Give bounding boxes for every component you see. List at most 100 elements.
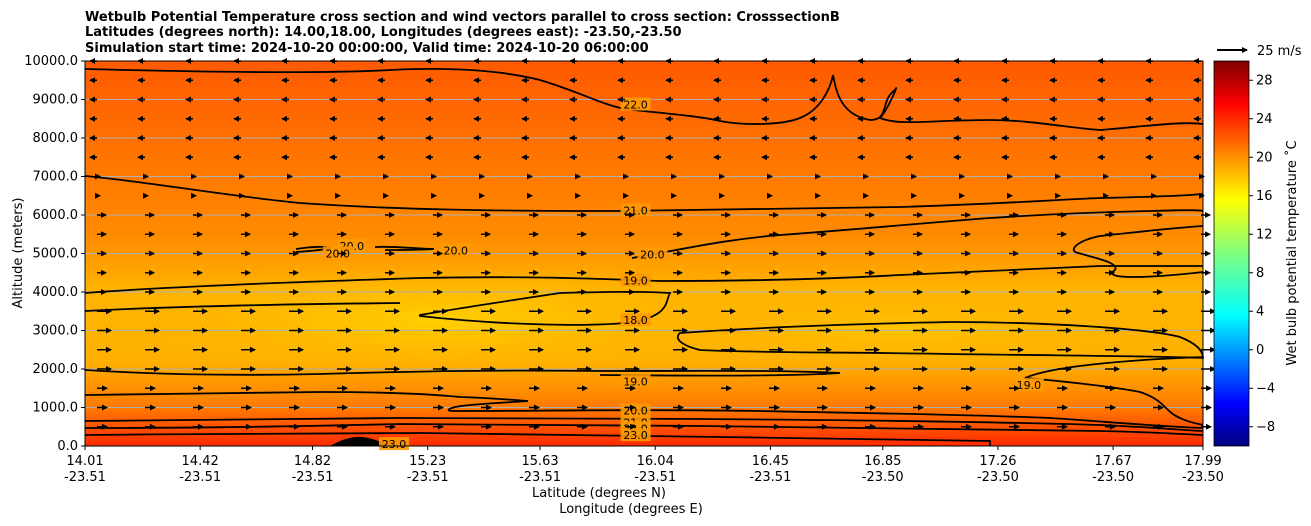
contour-line-20-small2: [374, 245, 435, 251]
contour-label-text-12: 20.0: [444, 244, 469, 257]
x-tick-label-lon-6: -23.51: [749, 470, 791, 485]
contour-label-bg-14: [378, 437, 409, 451]
contour-label-text-9: 23.0: [623, 429, 648, 442]
x-tick-label-lat-4: 15.63: [521, 454, 558, 469]
x-axis-label-latitude: Latitude (degrees N): [532, 486, 666, 501]
contour-label-text-13: 19.0: [1017, 379, 1042, 392]
contour-label-14: 23.0: [378, 437, 409, 451]
contour-line-19b: [84, 369, 841, 377]
contour-line-20c: [84, 391, 1204, 429]
contour-line-21: [84, 417, 1204, 432]
contour-line-19c: [1024, 356, 1204, 426]
y-tick-label-6: 6000.0: [33, 208, 79, 223]
contour-label-bg-1: [620, 203, 651, 217]
x-tick-label-lat-3: 15.23: [409, 454, 446, 469]
contour-label-layer: 22.021.020.019.018.019.020.021.022.023.0…: [322, 97, 1044, 451]
contour-label-bg-13: [1013, 378, 1044, 392]
x-tick-label-lat-10: 17.99: [1184, 454, 1221, 469]
filled-contour-core: [120, 260, 760, 380]
colorbar-gradient: [1213, 60, 1250, 447]
x-axis: 14.01-23.5114.42-23.5114.82-23.5115.23-2…: [64, 446, 1224, 485]
x-axis-label-longitude: Longitude (degrees E): [559, 502, 703, 517]
colorbar-tick-label-5: 8: [1256, 266, 1264, 281]
contour-line-18: [419, 290, 672, 326]
contour-label-6: 20.0: [620, 403, 651, 418]
quiver-key: 25 m/s: [1217, 44, 1302, 59]
contour-label-5: 19.0: [620, 374, 651, 388]
y-tick-label-0: 0.0: [57, 439, 78, 454]
contour-label-4: 18.0: [620, 313, 651, 327]
contour-label-9: 23.0: [620, 428, 651, 442]
y-tick-label-1: 1000.0: [33, 401, 79, 416]
title-line-2: Latitudes (degrees north): 14.00,18.00, …: [85, 25, 682, 40]
colorbar: 28 24 20 16 12 8 4 0 −4 −8 Wet bulb potential tem…: [1213, 60, 1300, 447]
colorbar-tick-label-4: 12: [1256, 227, 1273, 242]
contour-label-bg-4: [620, 313, 651, 327]
colorbar-tick-label-7: 0: [1256, 343, 1264, 358]
y-tick-label-3: 3000.0: [33, 324, 79, 339]
colorbar-ticks: 28 24 20 16 12 8 4 0 −4 −8: [1249, 73, 1275, 435]
x-tick-label-lon-7: -23.50: [862, 470, 904, 485]
contour-label-0: 22.0: [620, 97, 651, 112]
y-tick-label-4: 4000.0: [33, 285, 79, 300]
colorbar-tick-label-3: 16: [1256, 189, 1273, 204]
colorbar-tick-label-9: −8: [1256, 420, 1275, 435]
y-tick-label-8: 8000.0: [33, 131, 79, 146]
x-tick-label-lat-1: 14.42: [182, 454, 219, 469]
y-tick-label-10: 10000.0: [24, 54, 78, 69]
contour-line-20: [631, 209, 1204, 259]
contour-label-text-2: 20.0: [640, 248, 665, 261]
chart-title: Wetbulb Potential Temperature cross sect…: [85, 10, 840, 56]
colorbar-tick-label-1: 24: [1256, 112, 1273, 127]
contour-label-text-14: 23.0: [382, 438, 407, 451]
x-tick-label-lat-9: 17.67: [1095, 454, 1132, 469]
wind-vectors: [89, 58, 1216, 430]
contour-line-22: [84, 67, 1204, 131]
contour-label-12: 20.0: [440, 243, 471, 257]
contour-label-2: 20.0: [637, 247, 668, 261]
x-tick-label-lon-3: -23.51: [407, 470, 449, 485]
x-tick-label-lon-1: -23.51: [179, 470, 221, 485]
contour-label-text-0: 22.0: [623, 99, 648, 112]
contour-label-bg-2: [637, 247, 668, 261]
contour-line-18b: [84, 302, 401, 312]
y-tick-label-5: 5000.0: [33, 247, 79, 262]
x-tick-label-lon-8: -23.50: [977, 470, 1019, 485]
y-tick-label-9: 9000.0: [33, 93, 79, 108]
y-tick-label-7: 7000.0: [33, 170, 79, 185]
x-tick-label-lat-6: 16.45: [752, 454, 789, 469]
contour-label-text-4: 18.0: [623, 314, 648, 327]
x-tick-label-lat-0: 14.01: [66, 454, 103, 469]
x-tick-label-lat-5: 16.04: [637, 454, 674, 469]
y-tick-label-2: 2000.0: [33, 362, 79, 377]
contour-label-3: 19.0: [620, 273, 651, 287]
x-tick-label-lon-4: -23.51: [519, 470, 561, 485]
contour-label-bg-9: [620, 428, 651, 442]
x-tick-label-lon-10: -23.50: [1182, 470, 1224, 485]
plot-area: 22.021.020.019.018.019.020.021.022.023.0…: [84, 58, 1216, 451]
contour-line-20b: [1072, 225, 1204, 278]
contour-line-23: [84, 432, 991, 446]
contour-label-bg-3: [620, 273, 651, 287]
colorbar-tick-label-2: 20: [1256, 150, 1273, 165]
x-tick-label-lon-9: -23.50: [1092, 470, 1134, 485]
colorbar-tick-label-6: 4: [1256, 304, 1264, 319]
colorbar-label: Wet bulb potential temperature ˚C: [1284, 140, 1300, 365]
contour-label-bg-12: [440, 243, 471, 257]
title-line-3: Simulation start time: 2024-10-20 00:00:…: [85, 41, 649, 56]
contour-line-19: [84, 265, 1203, 294]
title-line-1: Wetbulb Potential Temperature cross sect…: [85, 10, 840, 25]
quiver-key-label: 25 m/s: [1257, 44, 1302, 59]
contour-label-bg-5: [620, 374, 651, 388]
x-tick-label-lat-7: 16.85: [864, 454, 901, 469]
colorbar-tick-label-0: 28: [1256, 73, 1273, 88]
contour-label-bg-0: [620, 97, 651, 111]
x-tick-label-lat-2: 14.82: [294, 454, 331, 469]
y-axis-label: Altitude (meters): [11, 198, 26, 309]
x-tick-label-lon-5: -23.51: [634, 470, 676, 485]
contour-label-text-5: 19.0: [623, 375, 648, 388]
y-axis: 0.0 1000.0 2000.0 3000.0 4000.0 5000.0 6000.0 7…: [24, 54, 85, 454]
contour-line-21: [84, 175, 1204, 212]
contour-label-text-3: 19.0: [623, 274, 648, 287]
